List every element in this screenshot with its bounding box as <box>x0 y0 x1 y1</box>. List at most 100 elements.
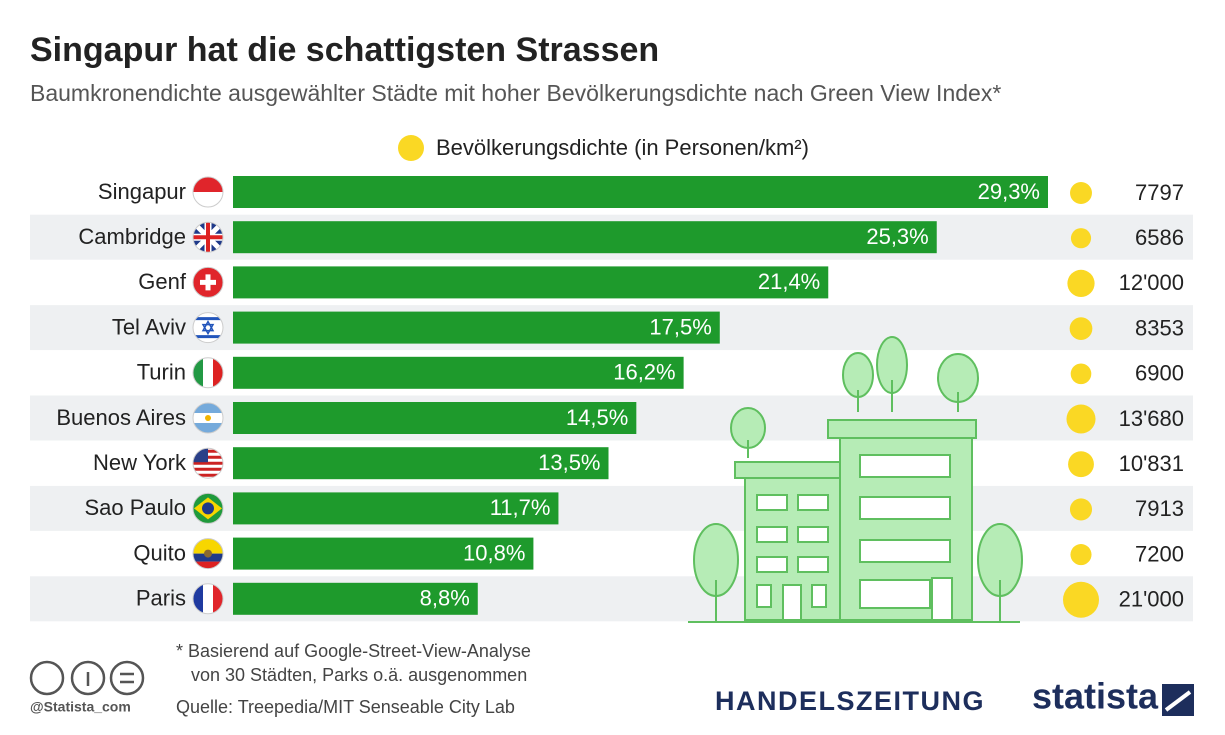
flag-clip <box>193 177 223 207</box>
bar <box>233 221 937 254</box>
density-label: 21'000 <box>1119 587 1184 612</box>
flag-border <box>192 357 224 389</box>
flag <box>192 266 224 298</box>
density-bubble <box>1067 269 1095 298</box>
density-bubble <box>1070 182 1092 204</box>
flag <box>192 492 224 524</box>
flag-clip <box>193 538 223 569</box>
legend-label: Bevölkerungsdichte (in Personen/km²) <box>436 135 809 160</box>
bar-value-label: 8,8% <box>420 586 470 611</box>
flag-part <box>200 274 216 291</box>
bar-value-label: 13,5% <box>538 450 600 475</box>
category-label: Quito <box>133 540 186 565</box>
footnote: von 30 Städten, Parks o.ä. ausgenommen <box>191 665 527 685</box>
density-label: 13'680 <box>1119 406 1184 431</box>
bar <box>233 447 609 480</box>
flag-clip <box>193 493 223 524</box>
legend-swatch <box>398 135 424 161</box>
chart-subtitle: Baumkronendichte ausgewählter Städte mit… <box>30 80 1001 106</box>
bar-value-label: 25,3% <box>866 224 928 249</box>
flags <box>192 176 224 615</box>
flag-part <box>193 357 203 388</box>
flag-clip <box>193 267 223 298</box>
density-label: 10'831 <box>1119 451 1184 476</box>
flag-part <box>193 222 223 253</box>
brand-logo: statista <box>1032 676 1159 717</box>
bar <box>233 582 478 615</box>
flag-clip <box>193 222 223 253</box>
brand-icon <box>1164 690 1192 712</box>
flag-part <box>203 357 213 388</box>
flag-part <box>193 192 223 207</box>
flag <box>192 583 224 615</box>
flag-part <box>193 561 223 569</box>
flag-part <box>201 320 215 336</box>
bar-value-label: 14,5% <box>566 405 628 430</box>
category-label: New York <box>93 450 187 475</box>
illustration <box>688 336 1023 623</box>
bar-value-label: 10,8% <box>463 540 525 565</box>
flag-part <box>204 549 212 558</box>
flag <box>192 176 224 208</box>
density-bubble <box>1070 363 1092 385</box>
bar-value-label: 17,5% <box>649 314 711 339</box>
flag-part <box>193 317 223 339</box>
flag-border <box>192 492 224 524</box>
flag-clip <box>193 583 223 614</box>
density-label: 6586 <box>1135 225 1184 250</box>
bar <box>233 402 637 434</box>
category-label: Genf <box>138 269 187 294</box>
flag-border <box>192 583 224 615</box>
bar <box>233 266 829 299</box>
bar <box>233 311 720 344</box>
density-label: 7200 <box>1135 541 1184 566</box>
flag-part <box>205 415 211 421</box>
handle: @Statista_com <box>30 699 131 715</box>
bar <box>233 356 684 389</box>
flag-part <box>193 538 223 554</box>
cc-icons <box>29 660 145 696</box>
flag-clip <box>193 357 223 388</box>
flag-part <box>213 583 223 614</box>
footnote: * Basierend auf Google-Street-View-Analy… <box>176 641 531 661</box>
density-bubble <box>1063 581 1099 618</box>
flag-clip <box>193 403 223 433</box>
flag-border <box>192 221 224 253</box>
flag-part <box>203 583 213 614</box>
density-bubble <box>1069 498 1093 521</box>
flag-part <box>213 357 223 388</box>
flag <box>192 312 224 344</box>
flag-border <box>192 312 224 344</box>
flag <box>192 357 224 389</box>
flag <box>192 447 224 479</box>
density-bubble <box>1069 317 1093 340</box>
flag-border <box>192 538 224 570</box>
bar-value-label: 29,3% <box>978 179 1040 204</box>
bar-value-label: 16,2% <box>613 360 675 385</box>
category-label: Sao Paulo <box>84 495 186 520</box>
bar-value-label: 21,4% <box>758 269 820 294</box>
flag-border <box>192 447 224 479</box>
density-label: 7913 <box>1135 496 1184 521</box>
flag <box>192 402 224 434</box>
bar <box>233 492 559 525</box>
category-label: Cambridge <box>78 224 186 249</box>
flag-border <box>192 176 224 208</box>
density-label: 7797 <box>1135 180 1184 205</box>
density-bubble <box>1066 404 1096 434</box>
category-label: Singapur <box>98 179 186 204</box>
density-bubble <box>1070 544 1092 566</box>
density-label: 6900 <box>1135 361 1184 386</box>
density-bubble <box>1070 228 1092 249</box>
flag-border <box>192 402 224 434</box>
partner-logo: HANDELSZEITUNG <box>715 686 985 716</box>
flag-part <box>202 502 214 515</box>
bar <box>233 176 1048 208</box>
flag-part <box>193 583 203 614</box>
source: Quelle: Treepedia/MIT Senseable City Lab <box>176 697 515 717</box>
flag-clip <box>193 312 223 343</box>
category-label: Turin <box>137 360 186 385</box>
category-label: Paris <box>136 586 186 611</box>
chart-title: Singapur hat die schattigsten Strassen <box>30 31 659 69</box>
